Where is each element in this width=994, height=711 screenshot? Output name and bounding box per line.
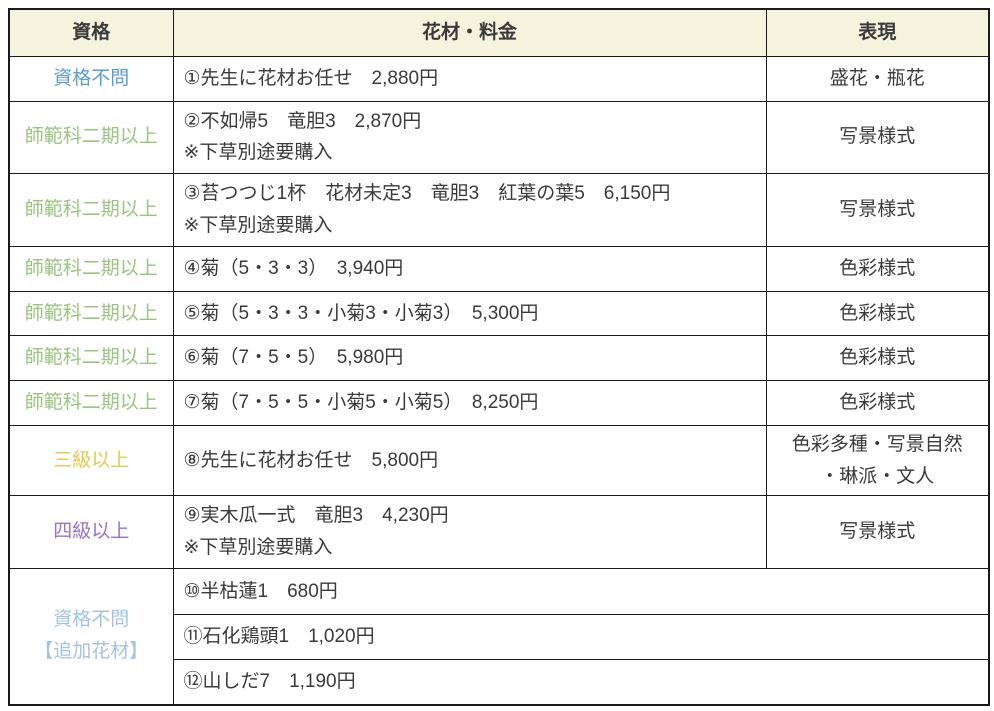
qualification-cell: 師範科二期以上 — [8, 291, 174, 337]
material-cell: ①先生に花材お任せ 2,880円 — [172, 55, 767, 102]
material-cell: ④菊（5・3・3） 3,940円 — [172, 246, 767, 293]
expression-cell: 色彩様式 — [765, 246, 990, 293]
material-cell: ⑪石化鶏頭1 1,020円 — [172, 614, 990, 661]
expression-cell: 写景様式 — [765, 100, 990, 175]
qualification-cell: 師範科二期以上 — [8, 335, 174, 382]
price-table: 資格 花材・料金 表現 資格不問 ①先生に花材お任せ 2,880円 盛花・瓶花 … — [8, 8, 990, 706]
qualification-cell: 師範科二期以上 — [8, 100, 174, 175]
expression-cell: 色彩様式 — [765, 335, 990, 382]
material-cell: ⑫山しだ7 1,190円 — [172, 659, 990, 706]
expression-cell: 写景様式 — [765, 173, 990, 248]
expression-cell: 写景様式 — [765, 495, 990, 570]
material-cell: ③苔つつじ1杯 花材未定3 竜胆3 紅葉の葉5 6,150円 ※下草別途要購入 — [172, 173, 767, 248]
table-row: ⑪石化鶏頭1 1,020円 — [9, 614, 990, 661]
header-row: 資格 花材・料金 表現 — [8, 8, 990, 57]
table-row: ⑫山しだ7 1,190円 — [9, 659, 990, 706]
material-cell: ⑩半枯蓮1 680円 — [172, 568, 990, 616]
qualification-cell: 三級以上 — [8, 425, 174, 497]
qualification-cell: 師範科二期以上 — [8, 246, 174, 293]
column-header-materials: 花材・料金 — [172, 8, 767, 57]
qualification-cell: 資格不問 — [8, 55, 174, 102]
table-row: 三級以上 ⑧先生に花材お任せ 5,800円 色彩多種・写景自然 ・琳派・文人 — [8, 425, 990, 497]
table-row: 師範科二期以上 ②不如帰5 竜胆3 2,870円 ※下草別途要購入 写景様式 — [8, 100, 990, 175]
expression-cell: 色彩様式 — [765, 291, 990, 337]
expression-cell: 盛花・瓶花 — [765, 55, 990, 102]
table-row: 資格不問 ①先生に花材お任せ 2,880円 盛花・瓶花 — [8, 55, 990, 102]
material-cell: ⑧先生に花材お任せ 5,800円 — [172, 425, 767, 497]
material-cell: ⑨実木瓜一式 竜胆3 4,230円 ※下草別途要購入 — [172, 495, 767, 570]
qualification-cell: 四級以上 — [8, 495, 174, 570]
qualification-cell: 師範科二期以上 — [8, 380, 174, 427]
material-cell: ⑤菊（5・3・3・小菊3・小菊3） 5,300円 — [172, 291, 767, 337]
qualification-cell: 資格不問 【追加花材】 — [8, 568, 174, 706]
table-row: 師範科二期以上 ⑦菊（7・5・5・小菊5・小菊5） 8,250円 色彩様式 — [8, 380, 990, 427]
table-row: 資格不問 【追加花材】 ⑩半枯蓮1 680円 — [8, 568, 990, 706]
table-row: 師範科二期以上 ④菊（5・3・3） 3,940円 色彩様式 — [8, 246, 990, 293]
table-row: 師範科二期以上 ③苔つつじ1杯 花材未定3 竜胆3 紅葉の葉5 6,150円 ※… — [8, 173, 990, 248]
qualification-cell: 師範科二期以上 — [8, 173, 174, 248]
material-cell: ⑦菊（7・5・5・小菊5・小菊5） 8,250円 — [172, 380, 767, 427]
table-row: 師範科二期以上 ⑤菊（5・3・3・小菊3・小菊3） 5,300円 色彩様式 — [8, 291, 990, 337]
expression-cell: 色彩様式 — [765, 380, 990, 427]
column-header-qualification: 資格 — [8, 8, 174, 57]
expression-cell: 色彩多種・写景自然 ・琳派・文人 — [765, 425, 990, 497]
table-row: 四級以上 ⑨実木瓜一式 竜胆3 4,230円 ※下草別途要購入 写景様式 — [8, 495, 990, 570]
column-header-expression: 表現 — [765, 8, 990, 57]
material-cell: ②不如帰5 竜胆3 2,870円 ※下草別途要購入 — [172, 100, 767, 175]
table-row: 師範科二期以上 ⑥菊（7・5・5） 5,980円 色彩様式 — [8, 335, 990, 382]
material-cell: ⑥菊（7・5・5） 5,980円 — [172, 335, 767, 382]
